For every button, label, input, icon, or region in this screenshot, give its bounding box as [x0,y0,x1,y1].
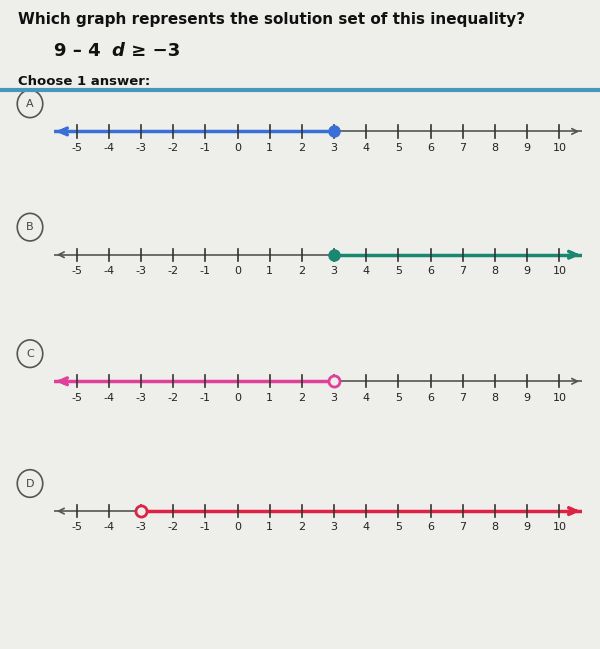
Text: 4: 4 [363,393,370,402]
Text: 4: 4 [363,266,370,276]
Text: -1: -1 [200,393,211,402]
Text: A: A [26,99,34,109]
Text: -4: -4 [103,393,114,402]
Text: 1: 1 [266,143,273,153]
Text: 9 – 4: 9 – 4 [54,42,101,60]
Text: 8: 8 [491,393,499,402]
Text: 8: 8 [491,266,499,276]
Text: d: d [111,42,124,60]
Text: 1: 1 [266,393,273,402]
Text: -1: -1 [200,266,211,276]
Text: 9: 9 [524,522,531,532]
Text: -2: -2 [167,522,179,532]
Text: -3: -3 [136,393,146,402]
Text: C: C [26,349,34,359]
Text: 6: 6 [427,393,434,402]
Text: 5: 5 [395,522,402,532]
Text: 7: 7 [460,143,466,153]
Text: -5: -5 [71,266,82,276]
Text: 2: 2 [298,266,305,276]
Text: 2: 2 [298,522,305,532]
Text: 7: 7 [460,522,466,532]
Text: -2: -2 [167,393,179,402]
Text: 2: 2 [298,393,305,402]
Text: 9: 9 [524,266,531,276]
Text: -1: -1 [200,522,211,532]
Text: 6: 6 [427,266,434,276]
Text: B: B [26,222,34,232]
Text: Choose 1 answer:: Choose 1 answer: [18,75,150,88]
Text: ≥ −3: ≥ −3 [125,42,180,60]
Text: 9: 9 [524,393,531,402]
Text: 7: 7 [460,266,466,276]
Text: 1: 1 [266,522,273,532]
Text: -4: -4 [103,143,114,153]
Text: -3: -3 [136,522,146,532]
Text: 3: 3 [331,266,338,276]
Text: Which graph represents the solution set of this inequality?: Which graph represents the solution set … [18,12,525,27]
Text: 5: 5 [395,393,402,402]
Text: 2: 2 [298,143,305,153]
Text: 5: 5 [395,266,402,276]
Text: 8: 8 [491,143,499,153]
Text: 6: 6 [427,522,434,532]
Text: 10: 10 [553,522,566,532]
Text: 3: 3 [331,393,338,402]
Text: 1: 1 [266,266,273,276]
Text: 0: 0 [234,393,241,402]
Text: 3: 3 [331,522,338,532]
Text: -1: -1 [200,143,211,153]
Text: 8: 8 [491,522,499,532]
Text: -5: -5 [71,393,82,402]
Text: -2: -2 [167,266,179,276]
Text: D: D [26,478,34,489]
Text: -5: -5 [71,522,82,532]
Text: 3: 3 [331,143,338,153]
Text: -4: -4 [103,266,114,276]
Text: 10: 10 [553,266,566,276]
Text: 0: 0 [234,143,241,153]
Text: 6: 6 [427,143,434,153]
Text: -4: -4 [103,522,114,532]
Text: 9: 9 [524,143,531,153]
Text: -2: -2 [167,143,179,153]
Text: -3: -3 [136,143,146,153]
Text: 7: 7 [460,393,466,402]
Text: 0: 0 [234,266,241,276]
Text: 4: 4 [363,143,370,153]
Text: -3: -3 [136,266,146,276]
Text: 10: 10 [553,143,566,153]
Text: 4: 4 [363,522,370,532]
Text: -5: -5 [71,143,82,153]
Text: 10: 10 [553,393,566,402]
Text: 5: 5 [395,143,402,153]
Text: 0: 0 [234,522,241,532]
